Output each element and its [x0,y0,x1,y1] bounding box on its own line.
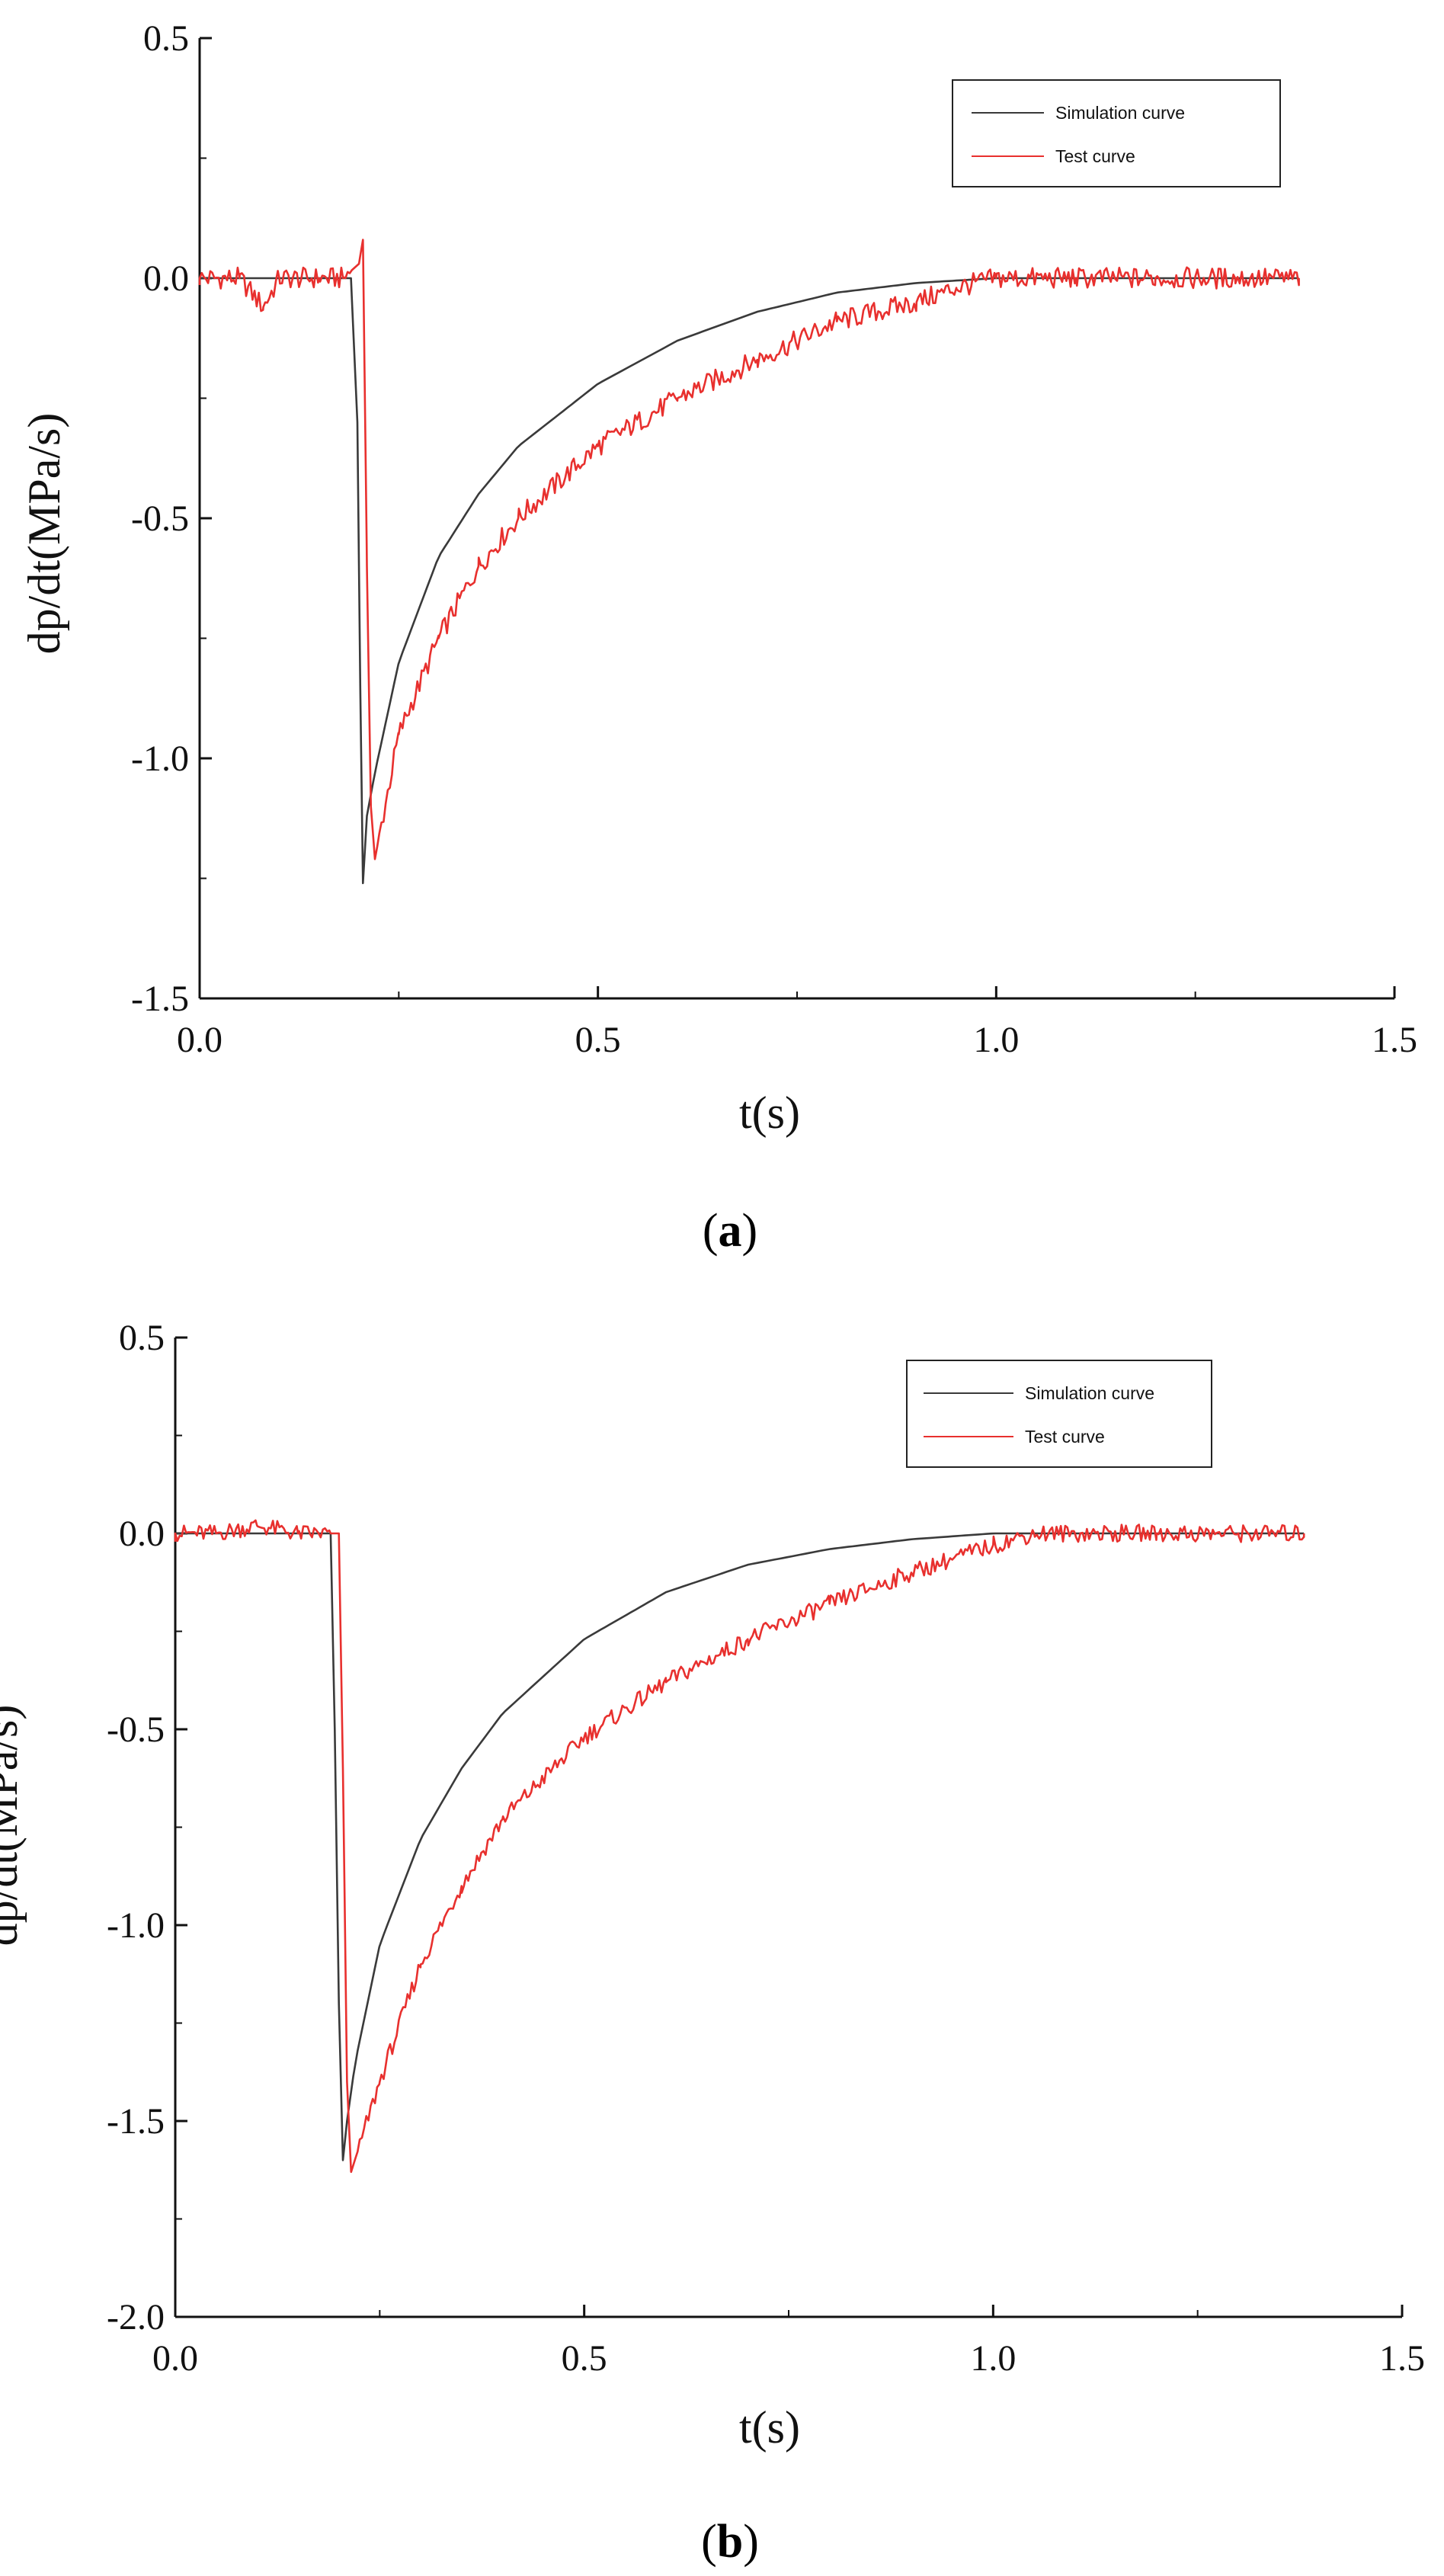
y-tick-label-b-1: 0.0 [119,1514,165,1554]
legend-a: Simulation curve Test curve [952,79,1281,187]
panel-caption-letter-a: a [719,1205,742,1257]
series-line-test-a [198,239,1300,860]
x-tick-label-b-0: 0.0 [152,2338,198,2379]
legend-label-test-a: Test curve [1055,146,1135,166]
y-tick-label-a-1: 0.0 [143,258,189,299]
plot-area-a: 0.0 0.5 1.0 1.5 0.5 0.0 -0.5 -1.0 -1.5 [131,18,1417,1060]
panel-caption-letter-b: b [717,2516,743,2568]
y-tick-label-b-2: -0.5 [107,1709,165,1750]
x-tick-label-a-2: 1.0 [973,1020,1019,1060]
y-tick-label-b-3: -1.0 [107,1905,165,1946]
legend-box-b [906,1360,1212,1468]
y-axis-label-a: dp/dt(MPa/s) [19,413,69,655]
panel-caption-b: (b) [701,2516,759,2568]
x-tick-label-a-1: 0.5 [575,1020,621,1060]
y-tick-label-b-0: 0.5 [119,1318,165,1358]
y-tick-label-a-0: 0.5 [143,18,189,59]
x-tick-label-b-2: 1.0 [970,2338,1016,2379]
y-tick-label-a-4: -1.5 [131,979,189,1019]
y-tick-label-b-4: -1.5 [107,2101,165,2142]
legend-label-simulation-b: Simulation curve [1025,1383,1154,1403]
y-tick-label-a-3: -1.0 [131,739,189,779]
chart-panel-a: 0.0 0.5 1.0 1.5 0.5 0.0 -0.5 -1.0 -1.5 t(s) dp/d… [19,18,1417,1257]
series-line-test-b [174,1519,1305,2174]
plot-area-b: 0.0 0.5 1.0 1.5 0.5 0.0 -0.5 -1.0 -1.5 -2.0 [107,1318,1425,2379]
legend-label-simulation-a: Simulation curve [1055,103,1185,123]
x-axis-label-b: t(s) [739,2402,800,2453]
legend-b: Simulation curve Test curve [906,1360,1212,1468]
y-axis-label-b: dp/dt(MPa/s) [0,1705,27,1946]
x-tick-label-a-3: 1.5 [1372,1020,1417,1060]
y-tick-label-b-5: -2.0 [107,2297,165,2337]
y-tick-label-a-2: -0.5 [131,498,189,539]
x-tick-label-b-3: 1.5 [1379,2338,1425,2379]
legend-box-a [952,79,1281,187]
x-axis-label-a: t(s) [739,1088,800,1138]
chart-panel-b: 0.0 0.5 1.0 1.50.50.0-0.5-1.0-1.5-2.0 t(s) … [0,1318,1425,2568]
legend-label-test-b: Test curve [1025,1427,1105,1447]
x-tick-label-b-1: 0.5 [562,2338,607,2379]
panel-caption-a: (a) [703,1205,757,1257]
x-tick-label-a-0: 0.0 [177,1020,223,1060]
